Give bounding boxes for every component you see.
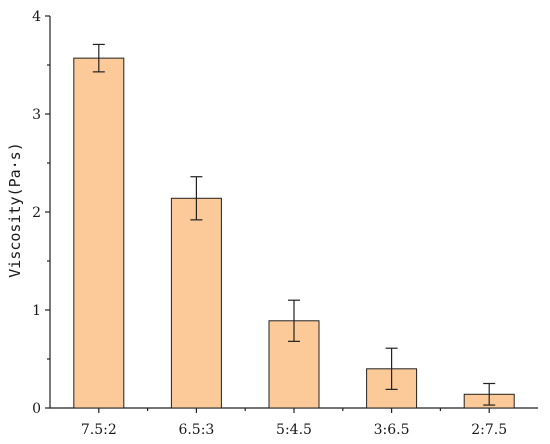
y-tick-label: 2 [32, 205, 41, 221]
bar-7-5-2 [73, 57, 125, 409]
y-tick-label: 1 [32, 303, 41, 319]
y-tick-label: 0 [32, 401, 41, 417]
plot-area: 0 1 2 3 4 7.5:2 6.5:3 5:4.5 3:6.5 2:7.5 [32, 9, 538, 438]
x-tick-label: 5:4.5 [276, 422, 312, 438]
bar-6-5-3 [170, 197, 222, 409]
x-tick-label: 3:6.5 [374, 422, 410, 438]
x-tick-label: 2:7.5 [471, 422, 507, 438]
x-tick-label: 6.5:3 [178, 422, 214, 438]
y-axis-title: Viscosity(Pa·s) [6, 142, 24, 277]
y-tick-label: 4 [32, 9, 41, 25]
y-tick-label: 3 [32, 107, 41, 123]
x-tick-label: 7.5:2 [81, 422, 117, 438]
